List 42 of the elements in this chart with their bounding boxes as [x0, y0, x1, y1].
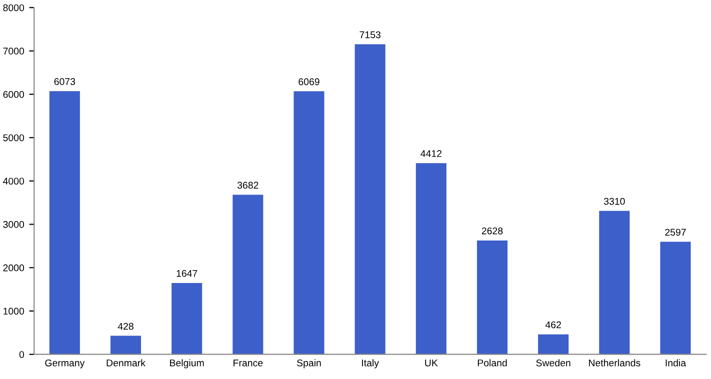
x-tick-label: Poland — [478, 359, 507, 366]
y-tick-label: 3000 — [3, 221, 24, 228]
data-label: 4412 — [420, 150, 442, 157]
y-tick-label: 7000 — [3, 48, 24, 55]
bar — [110, 336, 142, 354]
bar — [599, 210, 630, 354]
bar — [172, 282, 202, 354]
y-tick-label: 6000 — [3, 91, 24, 98]
y-tick-label: 4000 — [3, 178, 24, 185]
data-label: 6073 — [54, 78, 76, 86]
x-tick-label: Netherlands — [588, 359, 640, 366]
x-tick-label: Sweden — [536, 359, 570, 366]
y-tick-label: 0 — [19, 351, 24, 358]
bar — [354, 44, 386, 354]
bar — [660, 242, 691, 354]
x-tick-label: UK — [425, 360, 438, 366]
data-label: 3310 — [604, 198, 625, 205]
x-tick-label: Germany — [45, 359, 85, 368]
x-tick-label: Italy — [362, 359, 379, 368]
y-tick-label: 2000 — [3, 264, 24, 272]
x-tick-label: Belgium — [170, 359, 204, 368]
bar — [294, 91, 324, 354]
bar — [538, 334, 569, 354]
bar — [476, 240, 508, 354]
data-label: 2628 — [482, 227, 503, 234]
data-label: 7153 — [360, 31, 380, 38]
data-label: 428 — [118, 322, 134, 330]
bar — [232, 194, 264, 354]
x-tick-label: Denmark — [106, 359, 146, 366]
data-label: 1647 — [176, 270, 198, 277]
x-tick-label: India — [666, 359, 686, 366]
y-tick-label: 5000 — [3, 134, 24, 142]
data-label: 6069 — [298, 78, 320, 86]
x-tick-label: France — [234, 360, 263, 366]
x-tick-label: Spain — [297, 359, 321, 368]
data-label: 3682 — [237, 182, 258, 189]
y-tick-label: 1000 — [4, 308, 24, 315]
data-label: 2597 — [665, 228, 686, 236]
data-label: 462 — [545, 321, 561, 328]
y-tick-label: 8000 — [3, 4, 24, 12]
bar — [49, 91, 80, 354]
bar — [416, 163, 446, 354]
